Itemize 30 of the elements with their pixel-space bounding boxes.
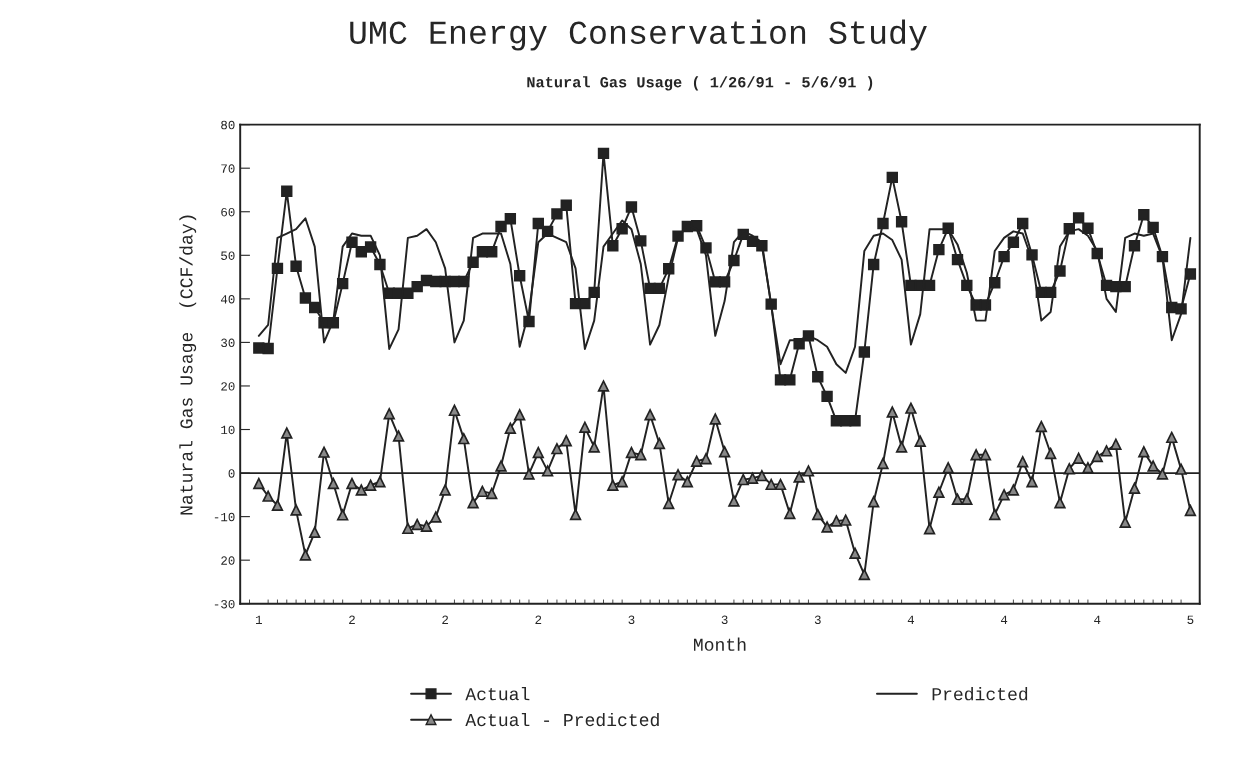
x-tick-label: 4	[907, 615, 915, 624]
y-tick-label: 50	[221, 251, 235, 260]
x-tick-label: 4	[1094, 615, 1101, 624]
y-tick-label: 60	[221, 207, 235, 217]
y-tick-label: 0	[228, 469, 235, 478]
chart-subtitle: Natural Gas Usage ( 1/26/91 - 5/6/91 )	[527, 76, 873, 91]
y-tick-label: 40	[220, 295, 235, 304]
legend-label: Actual	[465, 687, 530, 701]
y-tick-label: -30	[214, 599, 235, 609]
x-tick-label: 3	[628, 615, 635, 625]
x-tick-label: 4	[1000, 615, 1008, 624]
y-axis-title: Natural Gas Usage (CCF/day)	[179, 215, 197, 515]
x-tick-label: 3	[814, 615, 821, 625]
x-axis-title: Month	[694, 637, 746, 651]
y-tick-label: -10	[214, 512, 235, 522]
legend-label: Actual - Predicted	[465, 712, 659, 727]
x-tick-label: 2	[535, 615, 542, 624]
y-tick-label: 20	[221, 556, 235, 565]
x-tick-label: 3	[721, 615, 728, 625]
y-tick-label: 30	[221, 338, 235, 348]
y-tick-label: 80	[221, 120, 235, 130]
x-tick-label: 2	[349, 615, 355, 624]
x-tick-label: 5	[1187, 615, 1194, 625]
legend-label: Predicted	[932, 687, 1028, 701]
y-tick-label: 20	[221, 382, 235, 391]
chart-title: UMC Energy Conservation Study	[350, 19, 927, 51]
x-tick-label: 1	[255, 615, 262, 624]
x-tick-label: 2	[442, 615, 448, 624]
y-tick-label: 10	[221, 425, 235, 435]
y-tick-label: 70	[221, 164, 235, 173]
